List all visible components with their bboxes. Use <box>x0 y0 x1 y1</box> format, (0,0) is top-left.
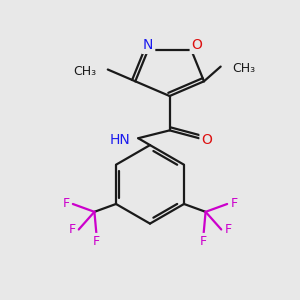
Text: CH₃: CH₃ <box>73 65 96 78</box>
Text: F: F <box>93 235 100 248</box>
Text: F: F <box>230 197 238 211</box>
Text: CH₃: CH₃ <box>232 62 256 75</box>
Text: F: F <box>225 223 232 236</box>
Text: O: O <box>192 38 203 52</box>
Text: O: O <box>202 133 212 147</box>
Text: F: F <box>200 235 207 248</box>
Text: F: F <box>68 223 75 236</box>
Text: F: F <box>62 197 70 211</box>
Text: N: N <box>143 38 153 52</box>
Text: HN: HN <box>110 133 130 147</box>
